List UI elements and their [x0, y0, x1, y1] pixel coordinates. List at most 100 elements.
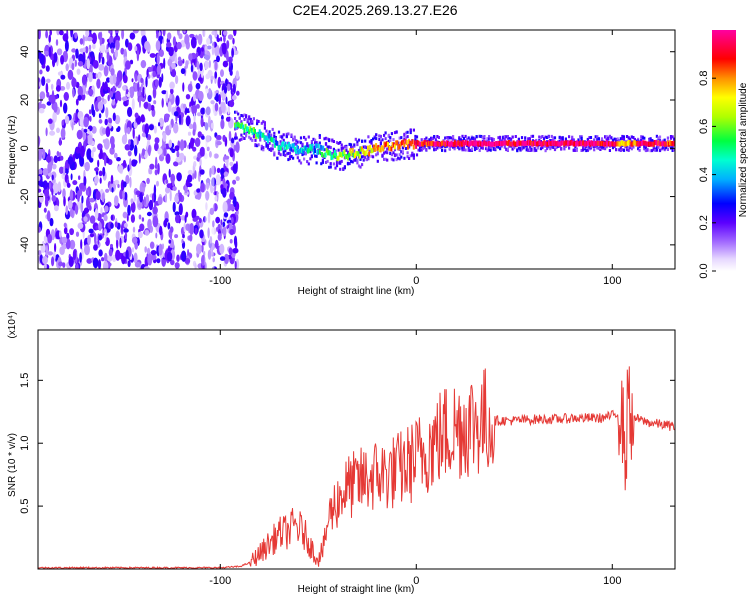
ridge-cell	[666, 140, 669, 146]
ridge-cell	[525, 141, 528, 146]
noise-blob	[49, 30, 52, 36]
noise-blob	[63, 227, 68, 235]
noise-blob	[187, 83, 193, 93]
ridge-halo-cell	[314, 141, 317, 145]
ridge-cell	[355, 151, 358, 157]
noise-blob	[69, 239, 76, 250]
noise-blob	[222, 221, 226, 228]
noise-blob	[167, 101, 172, 113]
ridge-halo-cell	[326, 145, 329, 149]
noise-blob	[95, 73, 99, 79]
colorbar: 0.00.20.40.60.8 Normalized spectral ampl…	[698, 30, 749, 279]
noise-blob	[215, 93, 220, 102]
ridge-halo-cell	[467, 136, 470, 140]
ridge-halo-cell	[649, 149, 652, 153]
noise-blob	[153, 100, 157, 105]
noise-blob	[229, 239, 233, 244]
ridge-halo-cell	[383, 133, 386, 137]
noise-blob	[126, 89, 128, 95]
ridge-halo-cell	[252, 117, 255, 121]
ridge-halo-cell	[553, 148, 557, 152]
noise-blob	[221, 42, 227, 55]
noise-blob	[75, 112, 78, 125]
ridge-halo-cell	[433, 135, 436, 138]
noise-blob	[134, 241, 138, 250]
ridge-halo-cell	[478, 144, 481, 147]
noise-blob	[196, 243, 202, 255]
ridge-cell	[492, 141, 495, 147]
ridge-halo-cell	[492, 138, 495, 141]
ridge-halo-cell	[448, 136, 451, 140]
ridge-cell	[250, 127, 253, 133]
noise-blob	[122, 74, 128, 84]
noise-blob	[110, 174, 114, 185]
noise-blob	[47, 118, 53, 124]
ridge-halo-cell	[266, 134, 270, 138]
noise-blob	[147, 218, 152, 230]
noise-blob	[46, 101, 52, 106]
noise-blob	[108, 30, 112, 34]
ridge-halo-cell	[651, 139, 654, 143]
ridge-halo-cell	[292, 137, 295, 141]
ridge-halo-cell	[467, 145, 470, 149]
noise-blob	[39, 81, 42, 88]
noise-blob	[133, 252, 138, 264]
noise-blob	[223, 171, 229, 177]
ridge-halo-cell	[434, 138, 437, 142]
ridge-cell	[275, 140, 278, 146]
noise-blob	[171, 62, 176, 70]
noise-scatter-region	[38, 30, 240, 269]
noise-blob	[96, 78, 101, 89]
ridge-cell	[409, 140, 412, 146]
ridge-halo-cell	[662, 146, 665, 150]
noise-blob	[114, 195, 119, 207]
ridge-cell	[302, 149, 305, 155]
ridge-halo-cell	[450, 144, 453, 148]
ridge-halo-cell	[345, 148, 348, 152]
noise-blob	[59, 246, 65, 256]
noise-blob	[125, 249, 129, 260]
noise-blob	[66, 182, 71, 188]
ridge-cell	[323, 152, 326, 158]
ridge-halo-cell	[579, 136, 582, 140]
ridge-halo-cell	[356, 140, 359, 144]
ridge-halo-cell	[456, 145, 459, 149]
ridge-cell	[328, 150, 331, 156]
noise-blob	[89, 115, 92, 122]
noise-blob	[59, 30, 64, 36]
ridge-halo-cell	[328, 165, 331, 169]
colorbar-ticks: 0.00.20.40.60.8	[698, 71, 716, 279]
noise-blob	[140, 77, 144, 84]
noise-blob	[88, 228, 94, 234]
ridge-halo-cell	[600, 145, 604, 149]
noise-blob	[41, 76, 46, 87]
ridge-cell	[477, 141, 480, 147]
noise-blob	[72, 180, 78, 186]
noise-blob	[176, 150, 180, 158]
ridge-cell	[630, 141, 633, 147]
ridge-halo-cell	[301, 142, 304, 146]
ridge-cell	[520, 140, 523, 146]
noise-blob	[176, 172, 182, 182]
noise-blob	[158, 122, 161, 127]
ridge-halo-cell	[403, 156, 406, 160]
ridge-cell	[419, 141, 422, 147]
noise-blob	[123, 222, 128, 228]
ridge-halo-cell	[488, 135, 491, 138]
ridge-halo-cell	[273, 131, 276, 135]
ridge-halo-cell	[412, 155, 415, 159]
ridge-halo-cell	[665, 146, 668, 150]
noise-blob	[215, 216, 221, 224]
ridge-cell	[650, 141, 653, 147]
noise-blob	[173, 111, 179, 117]
ridge-halo-cell	[364, 139, 367, 143]
ridge-halo-cell	[458, 147, 461, 151]
noise-blob	[165, 90, 169, 102]
noise-blob	[39, 181, 45, 188]
ridge-halo-cell	[310, 140, 313, 143]
noise-blob	[132, 226, 136, 233]
noise-blob	[72, 88, 75, 98]
ridge-cell	[350, 151, 353, 157]
noise-blob	[119, 237, 122, 249]
noise-blob	[89, 197, 95, 203]
